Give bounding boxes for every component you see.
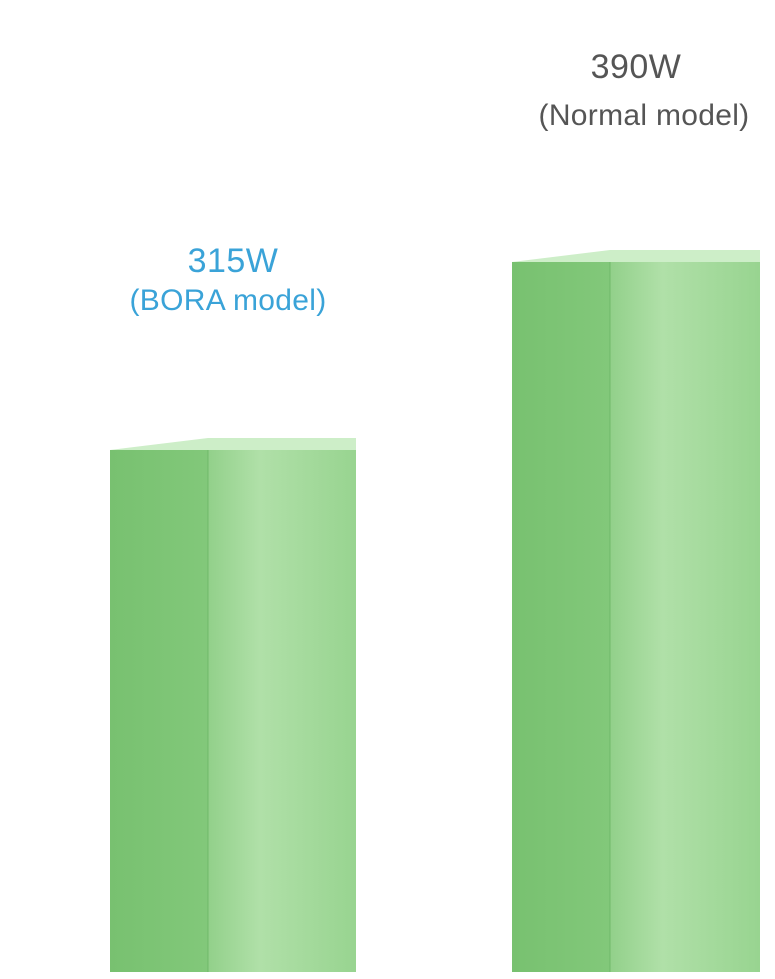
category-label-0: (BORA model) (130, 284, 327, 317)
value-label-0: 315W (188, 242, 279, 280)
bar-front-1 (512, 262, 610, 972)
bar-front-0 (110, 450, 208, 972)
bar-top-0 (110, 438, 356, 450)
bar-top-1 (512, 250, 760, 262)
value-label-1: 390W (591, 48, 682, 86)
bar-side-1 (610, 260, 760, 972)
category-label-1: (Normal model) (539, 99, 750, 132)
bar-side-0 (208, 448, 356, 972)
